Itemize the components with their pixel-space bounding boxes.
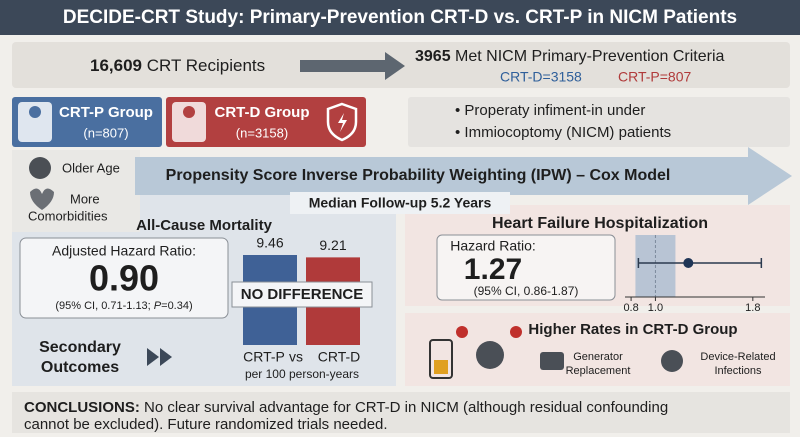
method-arrow <box>135 147 792 205</box>
device-item: Device-Related <box>700 351 775 363</box>
group-name: CRT-P Group <box>59 104 153 121</box>
hr-ci: (95% CI, 0.86-1.87) <box>474 284 579 298</box>
crt-p-count: CRT-P=807 <box>618 69 691 85</box>
conclusions: CONCLUSIONS: No clear survival advantage… <box>24 399 668 416</box>
organ-icon <box>30 188 54 210</box>
crt-d-box <box>166 97 366 147</box>
device-item: Infections <box>714 365 762 377</box>
recipients-label: CRT Recipients <box>142 56 265 75</box>
device-panel <box>405 313 790 386</box>
bar-category: CRT-D <box>318 349 361 365</box>
title-bar <box>0 0 800 35</box>
met-count: 3965 <box>415 48 451 65</box>
device-item: Generator <box>573 351 623 363</box>
p-value: =0.34) <box>161 300 193 312</box>
flow-arrow <box>300 52 405 80</box>
alert-icon <box>456 326 468 338</box>
group-n: (n=3158) <box>236 125 288 140</box>
x-tick-label: 1.8 <box>745 302 760 314</box>
patient-icon <box>172 102 206 142</box>
infection-icon <box>661 350 683 372</box>
recipients: 16,609 CRT Recipients <box>90 56 265 75</box>
conclusions-label: CONCLUSIONS: <box>24 399 140 416</box>
shield-icon <box>326 102 358 142</box>
hr-box <box>436 234 616 301</box>
face-icon <box>29 157 51 179</box>
generator-icon <box>540 352 564 370</box>
annotation-box <box>231 281 373 308</box>
conclusions-box <box>12 392 790 433</box>
p-symbol: P <box>154 300 162 312</box>
group-n: (n=807) <box>83 125 128 140</box>
annotation: NO DIFFERENCE <box>241 286 364 303</box>
bar-category: CRT-P <box>243 349 285 365</box>
panel-title: All-Cause Mortality <box>136 217 273 234</box>
bullet-text: Properaty infiment-in under <box>464 102 645 119</box>
hr-box <box>19 237 229 319</box>
secondary: Secondary <box>39 339 121 356</box>
ci-text: (95% CI, 0.71-1.13; <box>55 300 153 312</box>
group-name: CRT-D Group <box>215 104 310 121</box>
battery-level <box>434 360 448 374</box>
battery-icon <box>429 339 453 379</box>
x-tick-label: 0.8 <box>623 302 638 314</box>
characteristic: More <box>70 191 100 206</box>
conclusions-text: cannot be excluded). Future randomized t… <box>24 416 388 433</box>
follow-up: Median Follow-up 5.2 Years <box>309 195 492 211</box>
bar-chart: 9.46 CRT-P 9.21 CRT-D NO DIFFERENCE <box>231 235 373 365</box>
panel-title: Higher Rates in CRT-D Group <box>528 321 737 338</box>
bullets-box <box>408 97 790 147</box>
patient-icon-head <box>29 106 41 118</box>
characteristic: Older Age <box>62 160 120 175</box>
met-criteria: 3965 Met NICM Primary-Prevention Criteri… <box>415 48 725 65</box>
conclusions-text: No clear survival advantage for CRT-D in… <box>140 399 668 416</box>
hr-ci: (95% CI, 0.71-1.13; P=0.34) <box>55 300 192 312</box>
hr-value: 1.27 <box>464 253 522 286</box>
forest-plot: 0.8 1.0 1.8 <box>623 235 765 314</box>
method: Propensity Score Inverse Probability Wei… <box>166 167 671 184</box>
hr-label: Adjusted Hazard Ratio: <box>52 243 196 259</box>
patient-icon-head <box>183 106 195 118</box>
bullet: • Immiocoptomy (NICM) patients <box>455 124 671 141</box>
follow-up-box <box>290 192 510 214</box>
point-estimate <box>683 258 694 268</box>
comparison: vs <box>289 349 303 365</box>
crt-d-count: CRT-D=3158 <box>500 69 582 85</box>
device-item: Replacement <box>566 365 631 377</box>
secondary: Outcomes <box>41 359 119 376</box>
bullet-text: Immiocoptomy (NICM) patients <box>464 124 671 141</box>
patient-icon <box>18 102 52 142</box>
recipients-count: 16,609 <box>90 56 142 75</box>
panel-title: Heart Failure Hospitalization <box>492 215 708 232</box>
met-label: Met NICM Primary-Prevention Criteria <box>451 48 725 65</box>
bullet: • Properaty infiment-in under <box>455 102 645 119</box>
hr-value: 0.90 <box>89 258 159 299</box>
title: DECIDE-CRT Study: Primary-Prevention CRT… <box>63 7 737 28</box>
bar-value: 9.21 <box>319 237 346 253</box>
bolt-icon <box>338 113 347 132</box>
hr-label: Hazard Ratio: <box>450 238 536 254</box>
bacteria-icon <box>476 341 504 369</box>
play-icon <box>147 348 159 366</box>
x-tick-label: 1.0 <box>648 302 663 314</box>
unit: per 100 person-years <box>245 367 359 381</box>
bar-value: 9.46 <box>256 235 283 251</box>
play-icon <box>160 348 172 366</box>
alert-icon <box>510 326 522 338</box>
characteristic: Comorbidities <box>28 208 108 223</box>
